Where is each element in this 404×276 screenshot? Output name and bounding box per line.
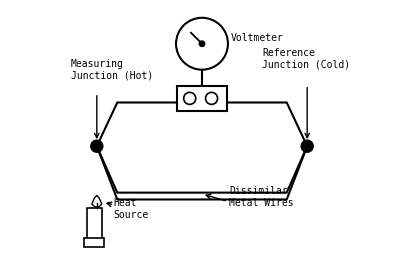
Circle shape	[301, 140, 313, 152]
Circle shape	[184, 92, 196, 104]
Text: Measuring
Junction (Hot): Measuring Junction (Hot)	[71, 59, 153, 81]
Circle shape	[176, 18, 228, 70]
Bar	[177, 86, 227, 111]
Circle shape	[199, 41, 205, 46]
Text: Reference
Junction (Cold): Reference Junction (Cold)	[262, 48, 350, 70]
Bar	[87, 208, 102, 239]
Bar	[84, 238, 105, 247]
Circle shape	[206, 92, 218, 104]
Text: Voltmeter: Voltmeter	[231, 33, 284, 43]
Circle shape	[91, 140, 103, 152]
Text: Dissimilar
Metal Wires: Dissimilar Metal Wires	[229, 186, 294, 208]
Text: Heat
Source: Heat Source	[113, 198, 148, 220]
Polygon shape	[92, 195, 102, 207]
